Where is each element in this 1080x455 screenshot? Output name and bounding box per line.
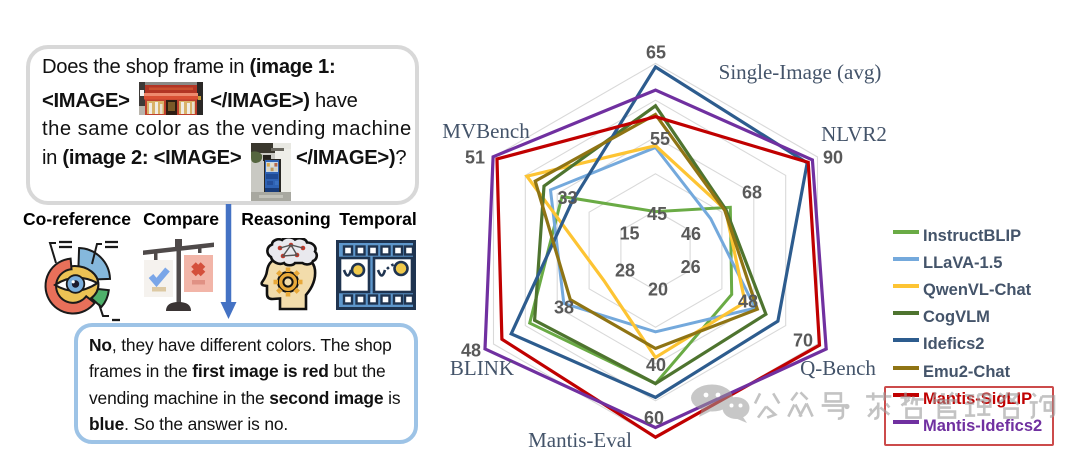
- svg-text:55: 55: [650, 129, 670, 149]
- svg-text:46: 46: [681, 224, 701, 244]
- svg-text:45: 45: [647, 204, 667, 224]
- svg-text:51: 51: [465, 148, 485, 168]
- svg-text:MVBench: MVBench: [442, 119, 530, 143]
- svg-text:65: 65: [646, 43, 666, 63]
- svg-text:Mantis-Eval: Mantis-Eval: [528, 428, 632, 452]
- svg-text:28: 28: [615, 261, 635, 281]
- svg-text:33: 33: [557, 188, 577, 208]
- svg-text:48: 48: [461, 341, 481, 361]
- svg-text:48: 48: [738, 292, 758, 312]
- svg-text:BLINK: BLINK: [450, 356, 514, 380]
- svg-text:38: 38: [554, 298, 574, 318]
- svg-text:60: 60: [644, 408, 664, 428]
- svg-text:15: 15: [619, 224, 639, 244]
- svg-text:70: 70: [793, 331, 813, 351]
- svg-text:Q-Bench: Q-Bench: [800, 356, 876, 380]
- svg-text:26: 26: [681, 257, 701, 277]
- svg-text:NLVR2: NLVR2: [821, 122, 887, 146]
- svg-text:40: 40: [646, 355, 666, 375]
- svg-text:68: 68: [742, 183, 762, 203]
- svg-text:20: 20: [648, 280, 668, 300]
- svg-text:Single-Image (avg): Single-Image (avg): [719, 60, 882, 84]
- svg-text:90: 90: [823, 148, 843, 168]
